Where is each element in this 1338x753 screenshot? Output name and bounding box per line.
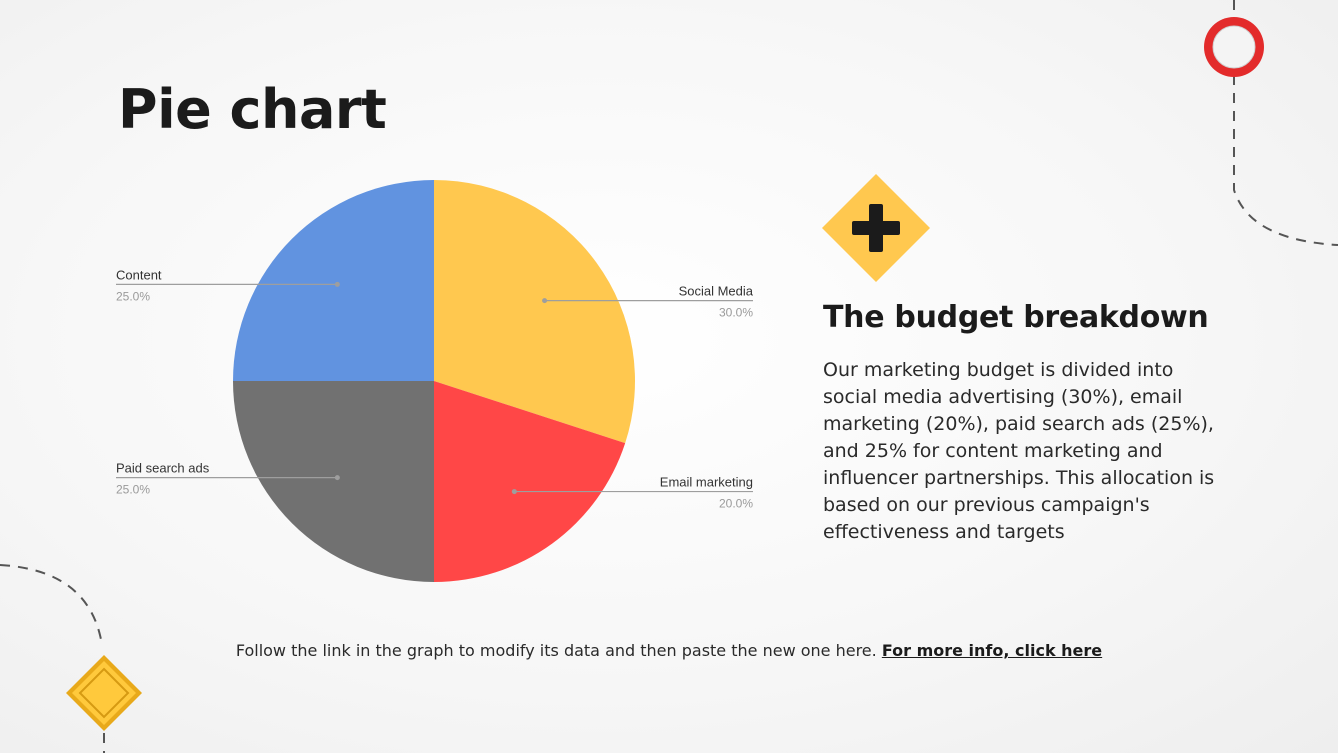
slice-label-email-marketing: Email marketing	[660, 475, 753, 490]
slice-label-social-media: Social Media	[679, 284, 754, 299]
more-info-link[interactable]: For more info, click here	[881, 641, 1103, 660]
slice-pct-social-media: 30.0%	[719, 306, 753, 320]
slice-pct-email-marketing: 20.0%	[719, 497, 753, 511]
slide-title: Pie chart	[118, 78, 387, 141]
pie-slice-paid-search-ads[interactable]	[233, 381, 434, 582]
side-body-text: Our marketing budget is divided into soc…	[823, 359, 1215, 543]
slice-label-content: Content	[116, 267, 162, 282]
side-heading: The budget breakdown	[823, 300, 1209, 335]
plus-sign-diamond-icon	[822, 174, 930, 282]
pie-slice-social-media[interactable]	[434, 180, 635, 444]
slice-pct-content: 25.0%	[116, 289, 150, 303]
pie-slice-email-marketing[interactable]	[434, 381, 626, 582]
round-red-sign-icon	[1204, 0, 1338, 246]
slice-label-paid-search-ads: Paid search ads	[116, 461, 210, 476]
pie-slice-content[interactable]	[233, 180, 434, 381]
yellow-diamond-sign-icon	[0, 564, 142, 753]
pie-chart[interactable]: Social Media 30.0% Email marketing 20.0% Pai…	[0, 0, 800, 620]
slice-pct-paid-search-ads: 25.0%	[116, 483, 150, 497]
footer-text: Follow the link in the graph to modify i…	[235, 641, 877, 660]
footer-note: Follow the link in the graph to modify i…	[0, 641, 1338, 660]
